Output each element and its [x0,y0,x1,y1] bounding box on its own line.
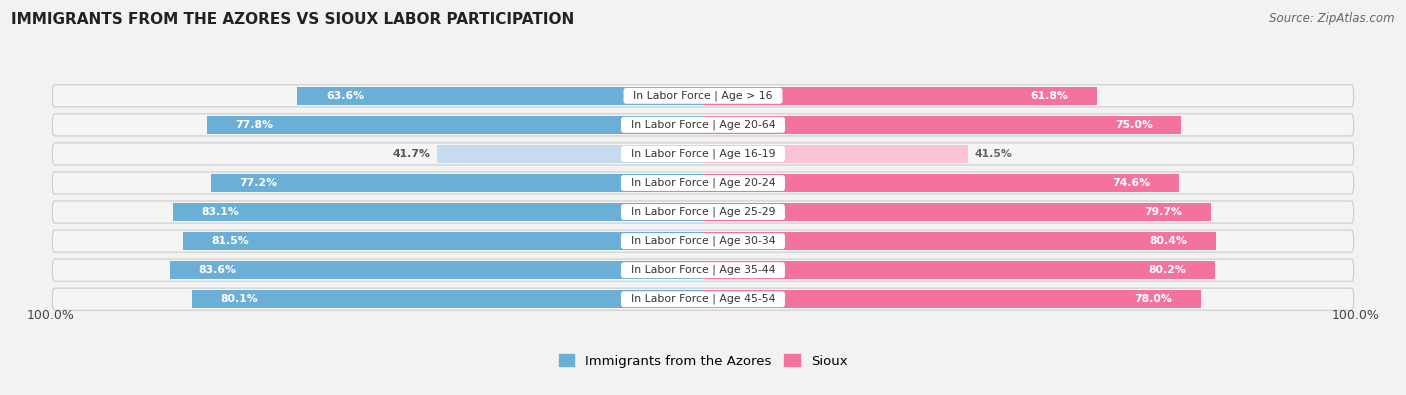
FancyBboxPatch shape [52,114,1354,136]
Bar [193,290,703,308]
Bar [170,261,703,279]
Text: 80.4%: 80.4% [1149,236,1187,246]
Text: IMMIGRANTS FROM THE AZORES VS SIOUX LABOR PARTICIPATION: IMMIGRANTS FROM THE AZORES VS SIOUX LABO… [11,12,575,27]
Text: 63.6%: 63.6% [326,91,364,101]
Bar [297,87,703,105]
Bar [703,87,1097,105]
FancyBboxPatch shape [52,143,1354,165]
Text: In Labor Force | Age 20-64: In Labor Force | Age 20-64 [624,120,782,130]
FancyBboxPatch shape [52,259,1354,281]
Bar [703,174,1178,192]
Text: 80.2%: 80.2% [1149,265,1185,275]
Text: In Labor Force | Age 35-44: In Labor Force | Age 35-44 [624,265,782,275]
FancyBboxPatch shape [52,230,1354,252]
Text: In Labor Force | Age 30-34: In Labor Force | Age 30-34 [624,236,782,246]
Legend: Immigrants from the Azores, Sioux: Immigrants from the Azores, Sioux [553,349,853,373]
Bar [703,203,1212,221]
Bar [703,145,967,163]
Text: 100.0%: 100.0% [1331,309,1379,322]
Text: 41.5%: 41.5% [974,149,1012,159]
Text: 81.5%: 81.5% [212,236,249,246]
Text: 75.0%: 75.0% [1115,120,1153,130]
Text: In Labor Force | Age 25-29: In Labor Force | Age 25-29 [624,207,782,217]
Text: 100.0%: 100.0% [27,309,75,322]
Bar [703,290,1201,308]
Bar [703,232,1216,250]
Bar [703,261,1215,279]
Text: Source: ZipAtlas.com: Source: ZipAtlas.com [1270,12,1395,25]
Text: In Labor Force | Age > 16: In Labor Force | Age > 16 [626,90,780,101]
Bar [183,232,703,250]
Text: In Labor Force | Age 16-19: In Labor Force | Age 16-19 [624,149,782,159]
Text: 41.7%: 41.7% [392,149,430,159]
Text: 79.7%: 79.7% [1144,207,1182,217]
Bar [437,145,703,163]
Text: 83.6%: 83.6% [198,265,236,275]
Bar [703,116,1181,134]
FancyBboxPatch shape [52,201,1354,223]
FancyBboxPatch shape [52,85,1354,107]
Text: 80.1%: 80.1% [221,294,259,304]
Bar [173,203,703,221]
Text: 83.1%: 83.1% [201,207,239,217]
Text: 77.8%: 77.8% [235,120,273,130]
Bar [207,116,703,134]
Text: In Labor Force | Age 45-54: In Labor Force | Age 45-54 [624,294,782,305]
Bar [211,174,703,192]
Text: 61.8%: 61.8% [1031,91,1069,101]
FancyBboxPatch shape [52,288,1354,310]
Text: 74.6%: 74.6% [1112,178,1150,188]
Text: 77.2%: 77.2% [239,178,277,188]
Text: 78.0%: 78.0% [1135,294,1171,304]
FancyBboxPatch shape [52,172,1354,194]
Text: In Labor Force | Age 20-24: In Labor Force | Age 20-24 [624,178,782,188]
